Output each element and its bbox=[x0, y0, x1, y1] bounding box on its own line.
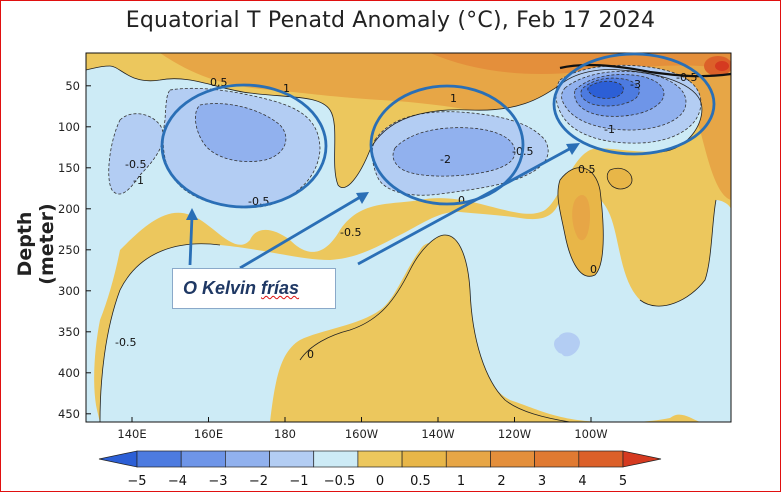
colorbar-segment bbox=[180, 450, 226, 468]
x-tick-label: 160W bbox=[345, 427, 378, 441]
colorbar-label: 0.5 bbox=[410, 474, 431, 489]
y-axis-ticks: 50 100 150 200 250 300 350 400 450 bbox=[58, 79, 91, 421]
kelvin-callout-box: O Kelvin frías bbox=[172, 268, 336, 309]
negative-contours bbox=[108, 64, 702, 209]
arrow-line bbox=[357, 145, 574, 266]
arrowhead bbox=[356, 192, 369, 204]
arrowheads bbox=[186, 143, 580, 220]
cold-region-5-east bbox=[587, 81, 624, 99]
arrow-line bbox=[188, 215, 194, 266]
colorbar-max-arrow bbox=[622, 450, 662, 468]
colorbar-label: −2 bbox=[249, 474, 268, 489]
colorbar-label: −1 bbox=[289, 474, 308, 489]
colorbar-label: 0 bbox=[376, 474, 384, 489]
colorbar-segment bbox=[534, 450, 580, 468]
arrowhead bbox=[186, 208, 198, 220]
warm-tongue-east-core bbox=[572, 195, 590, 241]
y-tick-label: 50 bbox=[65, 79, 80, 93]
colorbar: −5 −4 −3 −2 −1 −0.5 0 0.5 1 2 3 4 5 bbox=[98, 450, 662, 489]
y-tick-label: 450 bbox=[58, 407, 80, 421]
colorbar-label: −4 bbox=[168, 474, 187, 489]
x-tick-label: 160E bbox=[194, 427, 223, 441]
colorbar-min-arrow bbox=[98, 450, 138, 468]
colorbar-label: −5 bbox=[127, 474, 146, 489]
contour-label: 0 bbox=[590, 263, 597, 276]
colorbar-label: 2 bbox=[497, 474, 505, 489]
y-tick-label: 350 bbox=[58, 325, 80, 339]
plot-area bbox=[86, 53, 731, 422]
y-tick-label: 100 bbox=[58, 120, 80, 134]
warm-core-inner bbox=[715, 61, 729, 71]
highlight-ellipse-central bbox=[369, 84, 525, 206]
x-tick-label: 140E bbox=[117, 427, 146, 441]
arrow-line bbox=[239, 194, 363, 270]
callout-text: O Kelvin bbox=[183, 278, 262, 298]
contour-label: -2 bbox=[440, 153, 451, 166]
warm-blob-east bbox=[607, 168, 632, 189]
x-axis-ticks: 140E 160E 180 160W 140W 120W 100W bbox=[117, 417, 608, 441]
contour-label: -0.5 bbox=[115, 336, 136, 349]
warm-band-2 bbox=[430, 53, 731, 74]
x-tick-label: 180 bbox=[274, 427, 296, 441]
colorbar-segment bbox=[136, 450, 182, 468]
warm-tongue-lower bbox=[300, 235, 570, 422]
colorbar-segment bbox=[445, 450, 491, 468]
contour-label: 0.5 bbox=[578, 163, 596, 176]
cold-region-1-west bbox=[108, 113, 164, 195]
y-tick-label: 150 bbox=[58, 161, 80, 175]
colorbar-segment bbox=[578, 450, 624, 468]
contour-label: -1 bbox=[133, 174, 144, 187]
contour-label: -0.5 bbox=[676, 71, 697, 84]
colorbar-segment bbox=[313, 450, 359, 468]
colorbar-segment bbox=[357, 450, 403, 468]
y-tick-label: 400 bbox=[58, 366, 80, 380]
cold-region-2-west bbox=[195, 103, 286, 162]
contour-label: 1 bbox=[283, 82, 290, 95]
zero-contours bbox=[86, 65, 717, 422]
cold-patch-east-2 bbox=[557, 332, 580, 357]
arrowhead bbox=[566, 143, 580, 155]
contour-label: 0 bbox=[307, 348, 314, 361]
colorbar-segment bbox=[225, 450, 270, 468]
contour-label: -1 bbox=[604, 123, 615, 136]
x-tick-label: 140W bbox=[421, 427, 454, 441]
contour-label: -3 bbox=[630, 78, 641, 91]
colorbar-label: 4 bbox=[578, 474, 586, 489]
highlight-ellipse-west bbox=[160, 83, 328, 209]
callout-text-word: frías bbox=[261, 278, 300, 298]
contour-label: 1 bbox=[450, 92, 457, 105]
y-tick-label: 250 bbox=[58, 243, 80, 257]
x-tick-label: 120W bbox=[498, 427, 531, 441]
colorbar-segment bbox=[490, 450, 535, 468]
cold-region-2-central bbox=[393, 127, 515, 177]
contour-label: -0.5 bbox=[340, 226, 361, 239]
colorbar-segment bbox=[269, 450, 315, 468]
colorbar-label: −3 bbox=[208, 474, 227, 489]
contour-label: 0 bbox=[458, 194, 465, 207]
y-tick-label: 300 bbox=[58, 284, 80, 298]
chart-title: Equatorial T Penatd Anomaly (°C), Feb 17… bbox=[125, 8, 656, 33]
colorbar-segment bbox=[401, 450, 447, 468]
colorbar-label: 5 bbox=[619, 474, 627, 489]
x-tick-label: 100W bbox=[574, 427, 607, 441]
colorbar-label: −0.5 bbox=[324, 474, 356, 489]
annotation-layer bbox=[160, 52, 716, 270]
contour-label: -0.5 bbox=[125, 158, 146, 171]
y-tick-label: 200 bbox=[58, 202, 80, 216]
highlight-ellipse-east bbox=[552, 52, 716, 156]
colorbar-label: 3 bbox=[538, 474, 546, 489]
colorbar-label: 1 bbox=[457, 474, 465, 489]
plot-border bbox=[85, 52, 732, 423]
